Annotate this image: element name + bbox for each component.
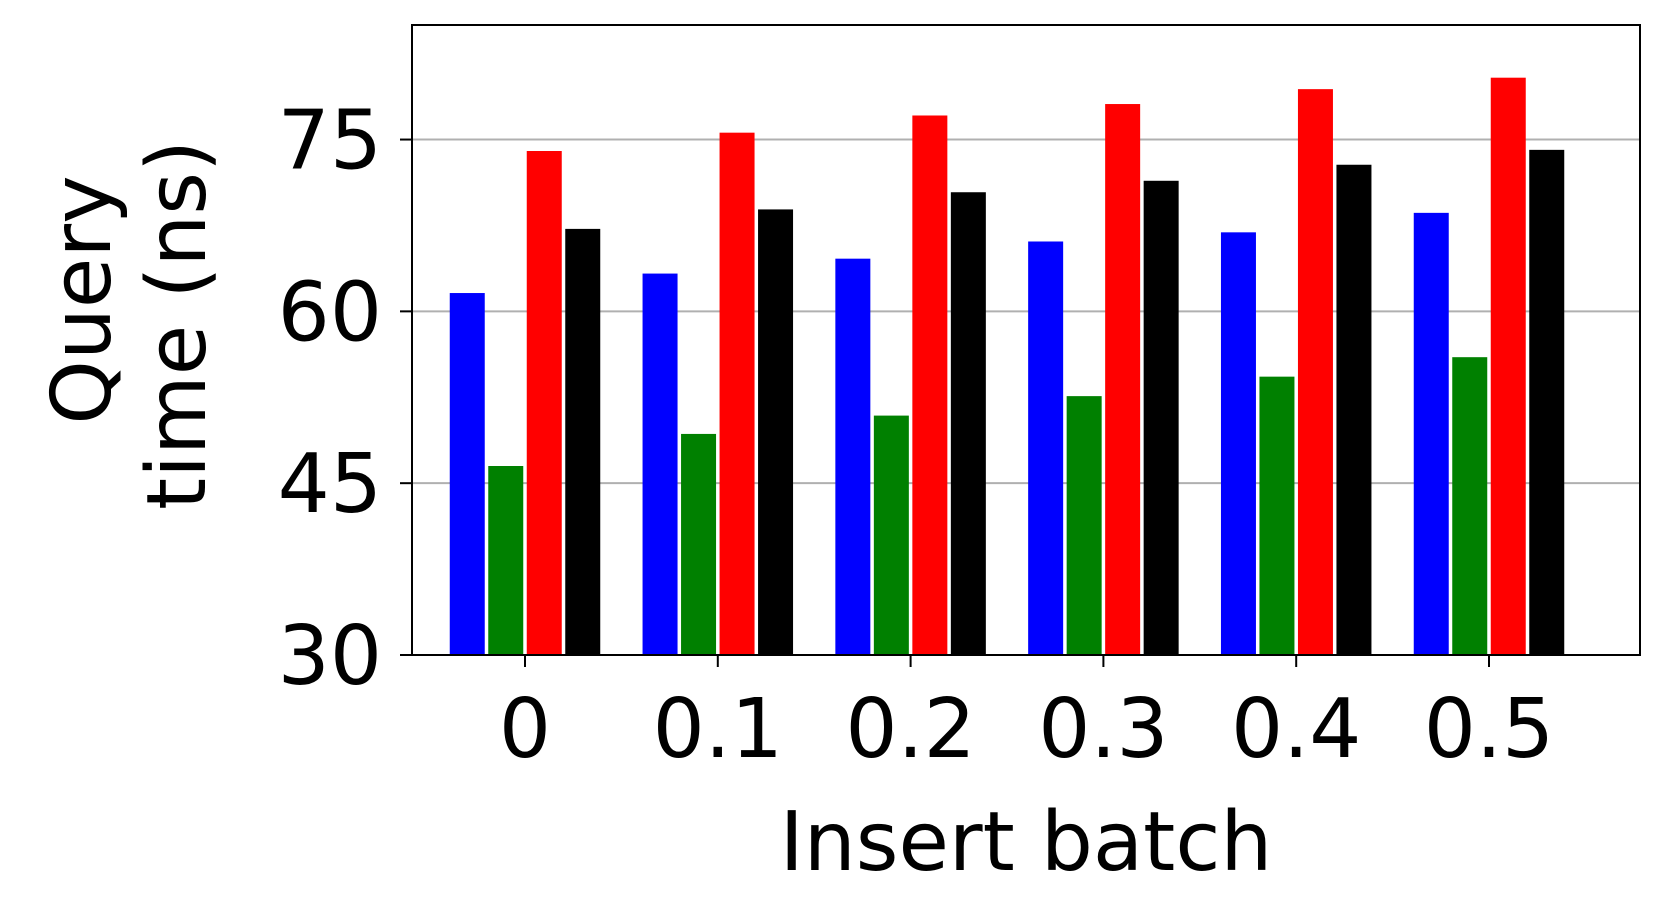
bar [1452, 357, 1488, 655]
x-tick-label: 0 [499, 682, 551, 777]
bar [912, 115, 948, 655]
bar [1105, 104, 1141, 655]
bar [565, 228, 601, 655]
bar [1490, 77, 1526, 655]
x-tick-label: 0.2 [845, 682, 975, 777]
bar [449, 293, 485, 655]
bar [526, 151, 562, 655]
y-tick-label: 30 [278, 609, 382, 704]
y-axis-label: Query time (ns) [35, 140, 225, 510]
y-axis-label-line-1: Query [35, 175, 130, 424]
bar [1028, 241, 1064, 655]
y-tick-label: 60 [278, 265, 382, 360]
bar [758, 209, 794, 655]
bar [1220, 232, 1256, 655]
bar [950, 192, 986, 655]
x-axis-ticks: 0 0.1 0.2 0.3 0.4 0.5 [499, 655, 1554, 777]
bar [1336, 164, 1372, 655]
x-tick-label: 0.1 [653, 682, 783, 777]
y-axis-label-line-2: time (ns) [130, 140, 225, 510]
bar [488, 466, 524, 655]
bar [1529, 149, 1565, 655]
x-tick-label: 0.5 [1424, 682, 1554, 777]
y-tick-label: 45 [278, 437, 382, 532]
bar [835, 258, 871, 655]
y-axis-ticks: 30 45 60 75 [278, 94, 412, 704]
y-tick-label: 75 [278, 94, 382, 189]
x-axis-label: Insert batch [780, 795, 1273, 890]
bars [449, 77, 1565, 656]
bar [681, 433, 717, 655]
plot-frame [411, 24, 1641, 656]
bar [1066, 396, 1102, 655]
bar [873, 415, 909, 655]
bar [719, 132, 755, 655]
bar [1297, 89, 1333, 656]
bar [1413, 212, 1449, 655]
bar [1143, 180, 1179, 656]
x-tick-label: 0.3 [1038, 682, 1168, 777]
bar [1259, 376, 1295, 655]
x-tick-label: 0.4 [1231, 682, 1361, 777]
bar [642, 273, 678, 655]
